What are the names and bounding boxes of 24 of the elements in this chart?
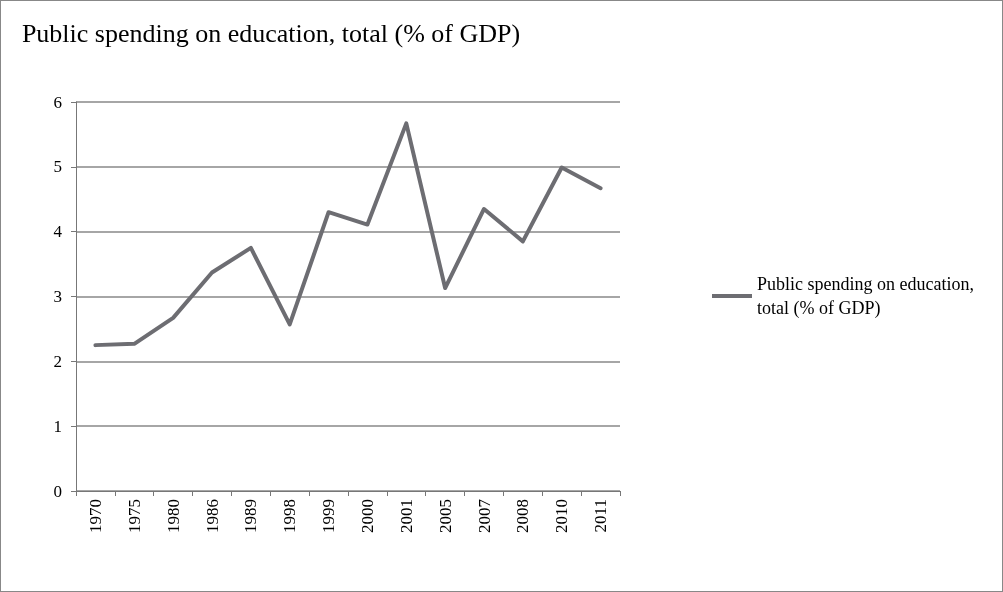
x-tick-label: 1998 xyxy=(280,499,300,533)
x-tick-label: 2000 xyxy=(357,499,377,533)
y-tick-label: 1 xyxy=(53,416,62,436)
x-tick-label: 2008 xyxy=(513,499,533,533)
x-tick-label: 1970 xyxy=(85,499,105,533)
x-tick-label: 1980 xyxy=(163,499,183,533)
y-tick-label: 3 xyxy=(53,287,62,306)
y-tick-label: 0 xyxy=(53,481,62,501)
x-tick-label: 2011 xyxy=(591,499,611,533)
y-tick-label: 6 xyxy=(53,92,62,112)
line-series xyxy=(93,121,603,348)
y-tick-label: 5 xyxy=(53,157,62,177)
legend-label: Public spending on education, total (% of GDP) xyxy=(757,274,979,319)
x-tick-label: 1986 xyxy=(202,499,222,533)
x-tick-label: 1989 xyxy=(241,499,261,533)
y-tick-label: 2 xyxy=(53,351,62,371)
x-tick-label: 1975 xyxy=(124,499,144,533)
x-tick-label: 1999 xyxy=(319,499,339,533)
x-tick-label: 2001 xyxy=(396,499,416,533)
x-tick-label: 2010 xyxy=(552,499,572,533)
chart-title: Public spending on education, total (% of GDP) xyxy=(21,18,521,48)
y-tick-label: 4 xyxy=(53,222,63,242)
x-tick-label: 2007 xyxy=(474,498,494,533)
x-tick-label: 2005 xyxy=(435,499,455,533)
